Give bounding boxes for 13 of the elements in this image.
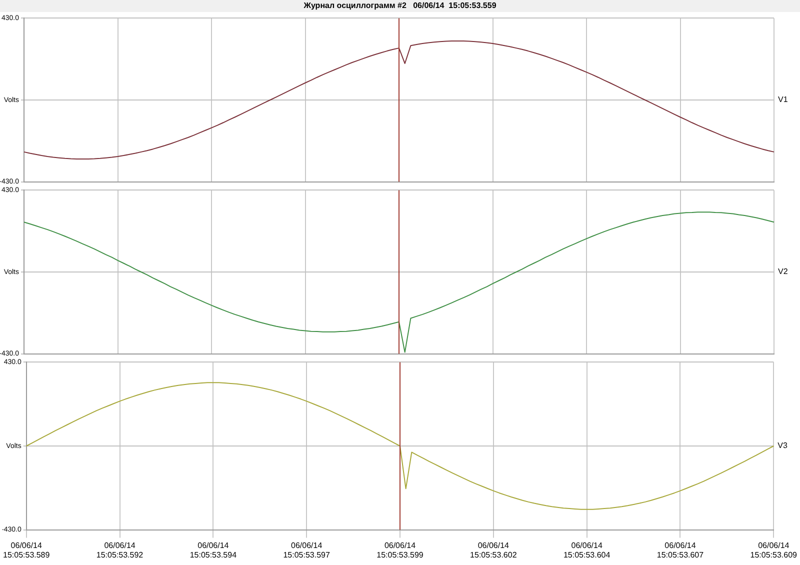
x-tick-label: 06/06/14 15:05:53.604: [563, 540, 611, 560]
x-tick-label: 06/06/14 15:05:53.609: [750, 540, 798, 560]
x-tick-label: 06/06/14 15:05:53.589: [2, 540, 50, 560]
x-tick-label: 06/06/14 15:05:53.599: [376, 540, 424, 560]
x-tick-label: 06/06/14 15:05:53.592: [96, 540, 144, 560]
text: V1: [778, 95, 788, 104]
x-tick-label: 06/06/14 15:05:53.602: [470, 540, 518, 560]
x-tick-label: 06/06/14 15:05:53.607: [656, 540, 704, 560]
text: V2: [778, 267, 788, 276]
x-tick-label: 06/06/14 15:05:53.594: [190, 540, 238, 560]
series-label: V3: [778, 441, 788, 450]
x-tick-label: 06/06/14 15:05:53.597: [283, 540, 330, 560]
chart-title: Журнал осциллограмм #2 06/06/14 15:05:53.559: [302, 0, 498, 12]
